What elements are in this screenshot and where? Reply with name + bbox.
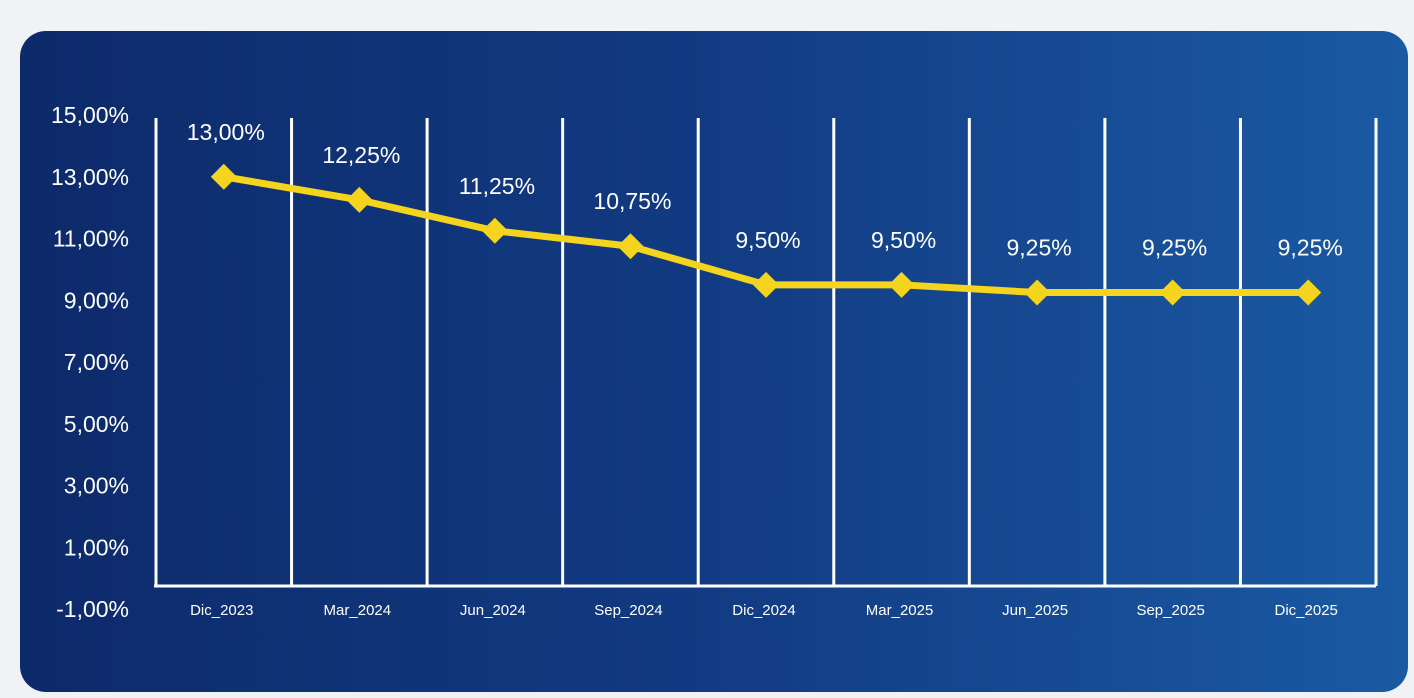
y-tick-label: 3,00% (64, 473, 129, 499)
data-label: 9,25% (1278, 235, 1343, 261)
y-tick-label: 5,00% (64, 411, 129, 437)
data-label: 11,25% (459, 173, 535, 199)
data-point-marker (1295, 279, 1322, 306)
y-tick-label: -1,00% (56, 596, 129, 622)
data-label: 9,25% (1007, 235, 1072, 261)
x-tick-label: Mar_2025 (866, 602, 934, 619)
data-point-marker (1024, 279, 1051, 306)
data-label: 9,50% (735, 227, 800, 253)
x-tick-label: Sep_2025 (1136, 602, 1204, 619)
data-label: 10,75% (593, 188, 671, 214)
x-tick-label: Jun_2024 (460, 602, 526, 619)
series-line (210, 163, 1322, 306)
data-label: 9,50% (871, 227, 936, 253)
data-point-marker (888, 271, 915, 298)
data-point-marker (346, 186, 373, 213)
data-label: 9,25% (1142, 235, 1207, 261)
y-tick-label: 7,00% (64, 349, 129, 375)
y-tick-label: 15,00% (51, 102, 129, 128)
data-labels: 13,00% 12,25% 11,25% 10,75% 9,50% 9,50% 9,25% 9… (187, 119, 1343, 261)
x-tick-labels: Dic_2023 Mar_2024 Jun_2024 Sep_2024 Dic_2024… (190, 602, 1338, 619)
chart-panel (20, 31, 1408, 692)
y-tick-label: 1,00% (64, 534, 129, 560)
y-tick-labels: 15,00% 13,00% 11,00% 9,00% 7,00% 5,00% 3,00% 1,… (51, 102, 129, 622)
x-tick-label: Mar_2024 (324, 602, 392, 619)
x-tick-label: Jun_2025 (1002, 602, 1068, 619)
x-tick-label: Dic_2023 (190, 602, 253, 619)
x-tick-label: Sep_2024 (594, 602, 662, 619)
data-point-marker (753, 271, 779, 298)
data-label: 13,00% (187, 119, 265, 145)
data-point-marker (617, 233, 644, 260)
data-point-marker (1159, 279, 1186, 306)
data-point-marker (481, 217, 508, 244)
data-point-marker (210, 163, 237, 190)
y-tick-label: 9,00% (64, 287, 129, 313)
grid-lines (154, 118, 1378, 586)
data-label: 12,25% (322, 142, 400, 168)
y-tick-label: 11,00% (53, 226, 129, 252)
x-tick-label: Dic_2024 (732, 602, 795, 619)
y-tick-label: 13,00% (51, 164, 129, 190)
x-tick-label: Dic_2025 (1275, 602, 1338, 619)
